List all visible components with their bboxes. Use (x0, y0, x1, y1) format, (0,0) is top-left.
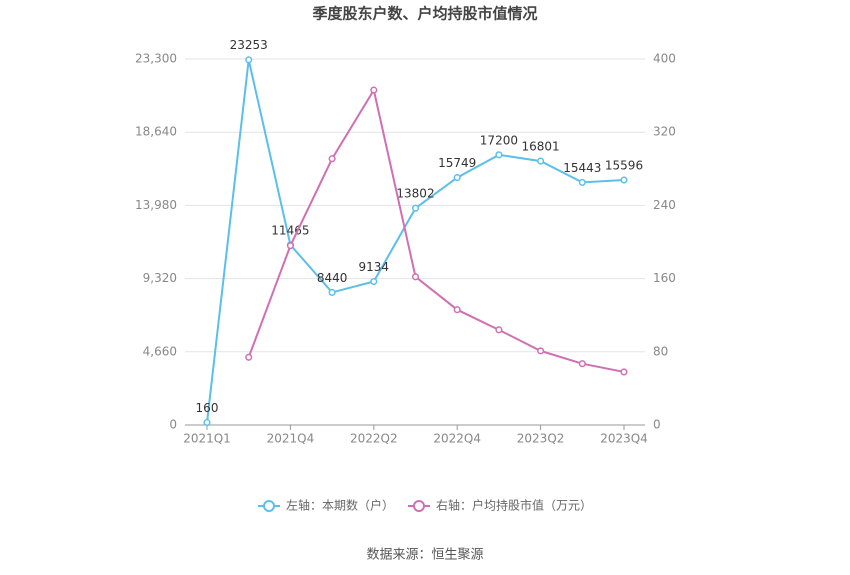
data-label: 11465 (271, 223, 309, 237)
data-label: 8440 (317, 271, 348, 285)
point (537, 157, 545, 165)
y-tick-label: 0 (169, 418, 177, 432)
y2-tick-label: 80 (653, 344, 668, 358)
data-label: 15443 (563, 161, 601, 175)
legend-marker (263, 500, 275, 512)
point (370, 86, 378, 94)
point (620, 368, 628, 376)
data-label: 160 (196, 401, 219, 415)
point (495, 326, 503, 334)
point (453, 306, 461, 314)
y2-tick-label: 320 (653, 125, 676, 139)
y2-tick-label: 240 (653, 198, 676, 212)
y-tick-label: 18,640 (135, 125, 177, 139)
point (453, 174, 461, 182)
point (286, 242, 294, 250)
point (411, 204, 420, 212)
point (203, 418, 211, 427)
data-label: 16801 (522, 140, 560, 154)
point (578, 360, 586, 368)
point (370, 277, 378, 286)
point (328, 288, 336, 296)
y2-tick-label: 400 (653, 52, 676, 66)
point (411, 273, 420, 281)
y-tick-label: 4,660 (143, 344, 177, 358)
x-tick-label: 2023Q2 (517, 432, 565, 446)
x-tick-label: 2023Q4 (600, 432, 648, 446)
y-tick-label: 23,300 (135, 52, 177, 66)
point (245, 56, 253, 64)
y-tick-label: 13,980 (135, 198, 177, 212)
chart-title: 季度股东户数、户均持股市值情况 (312, 5, 537, 23)
source: 数据来源：恒生聚源 (366, 548, 483, 563)
point (620, 176, 628, 184)
point (495, 151, 503, 159)
data-label: 13802 (396, 187, 434, 201)
data-label: 15749 (438, 156, 476, 170)
x-tick-label: 2022Q2 (350, 432, 398, 446)
x-tick-label: 2022Q4 (433, 432, 481, 446)
point (537, 347, 545, 355)
y2-tick-label: 0 (653, 418, 661, 432)
data-label: 15596 (605, 159, 643, 173)
y2-tick-label: 160 (653, 271, 676, 285)
series-line (247, 87, 625, 373)
x-tick-label: 2021Q4 (267, 432, 315, 446)
legend-label: 左轴：本期数（户） (286, 498, 394, 513)
series-line (206, 59, 625, 423)
point (245, 353, 253, 361)
x-tick-label: 2021Q1 (183, 432, 231, 446)
legend-label: 右轴：户均持股市值（万元） (436, 498, 592, 513)
data-label: 9134 (359, 260, 390, 274)
point (328, 155, 336, 163)
data-label: 23253 (230, 38, 268, 52)
point (578, 178, 586, 186)
legend-marker (413, 500, 425, 512)
y-tick-label: 9,320 (143, 271, 177, 285)
data-label: 17200 (480, 133, 518, 147)
